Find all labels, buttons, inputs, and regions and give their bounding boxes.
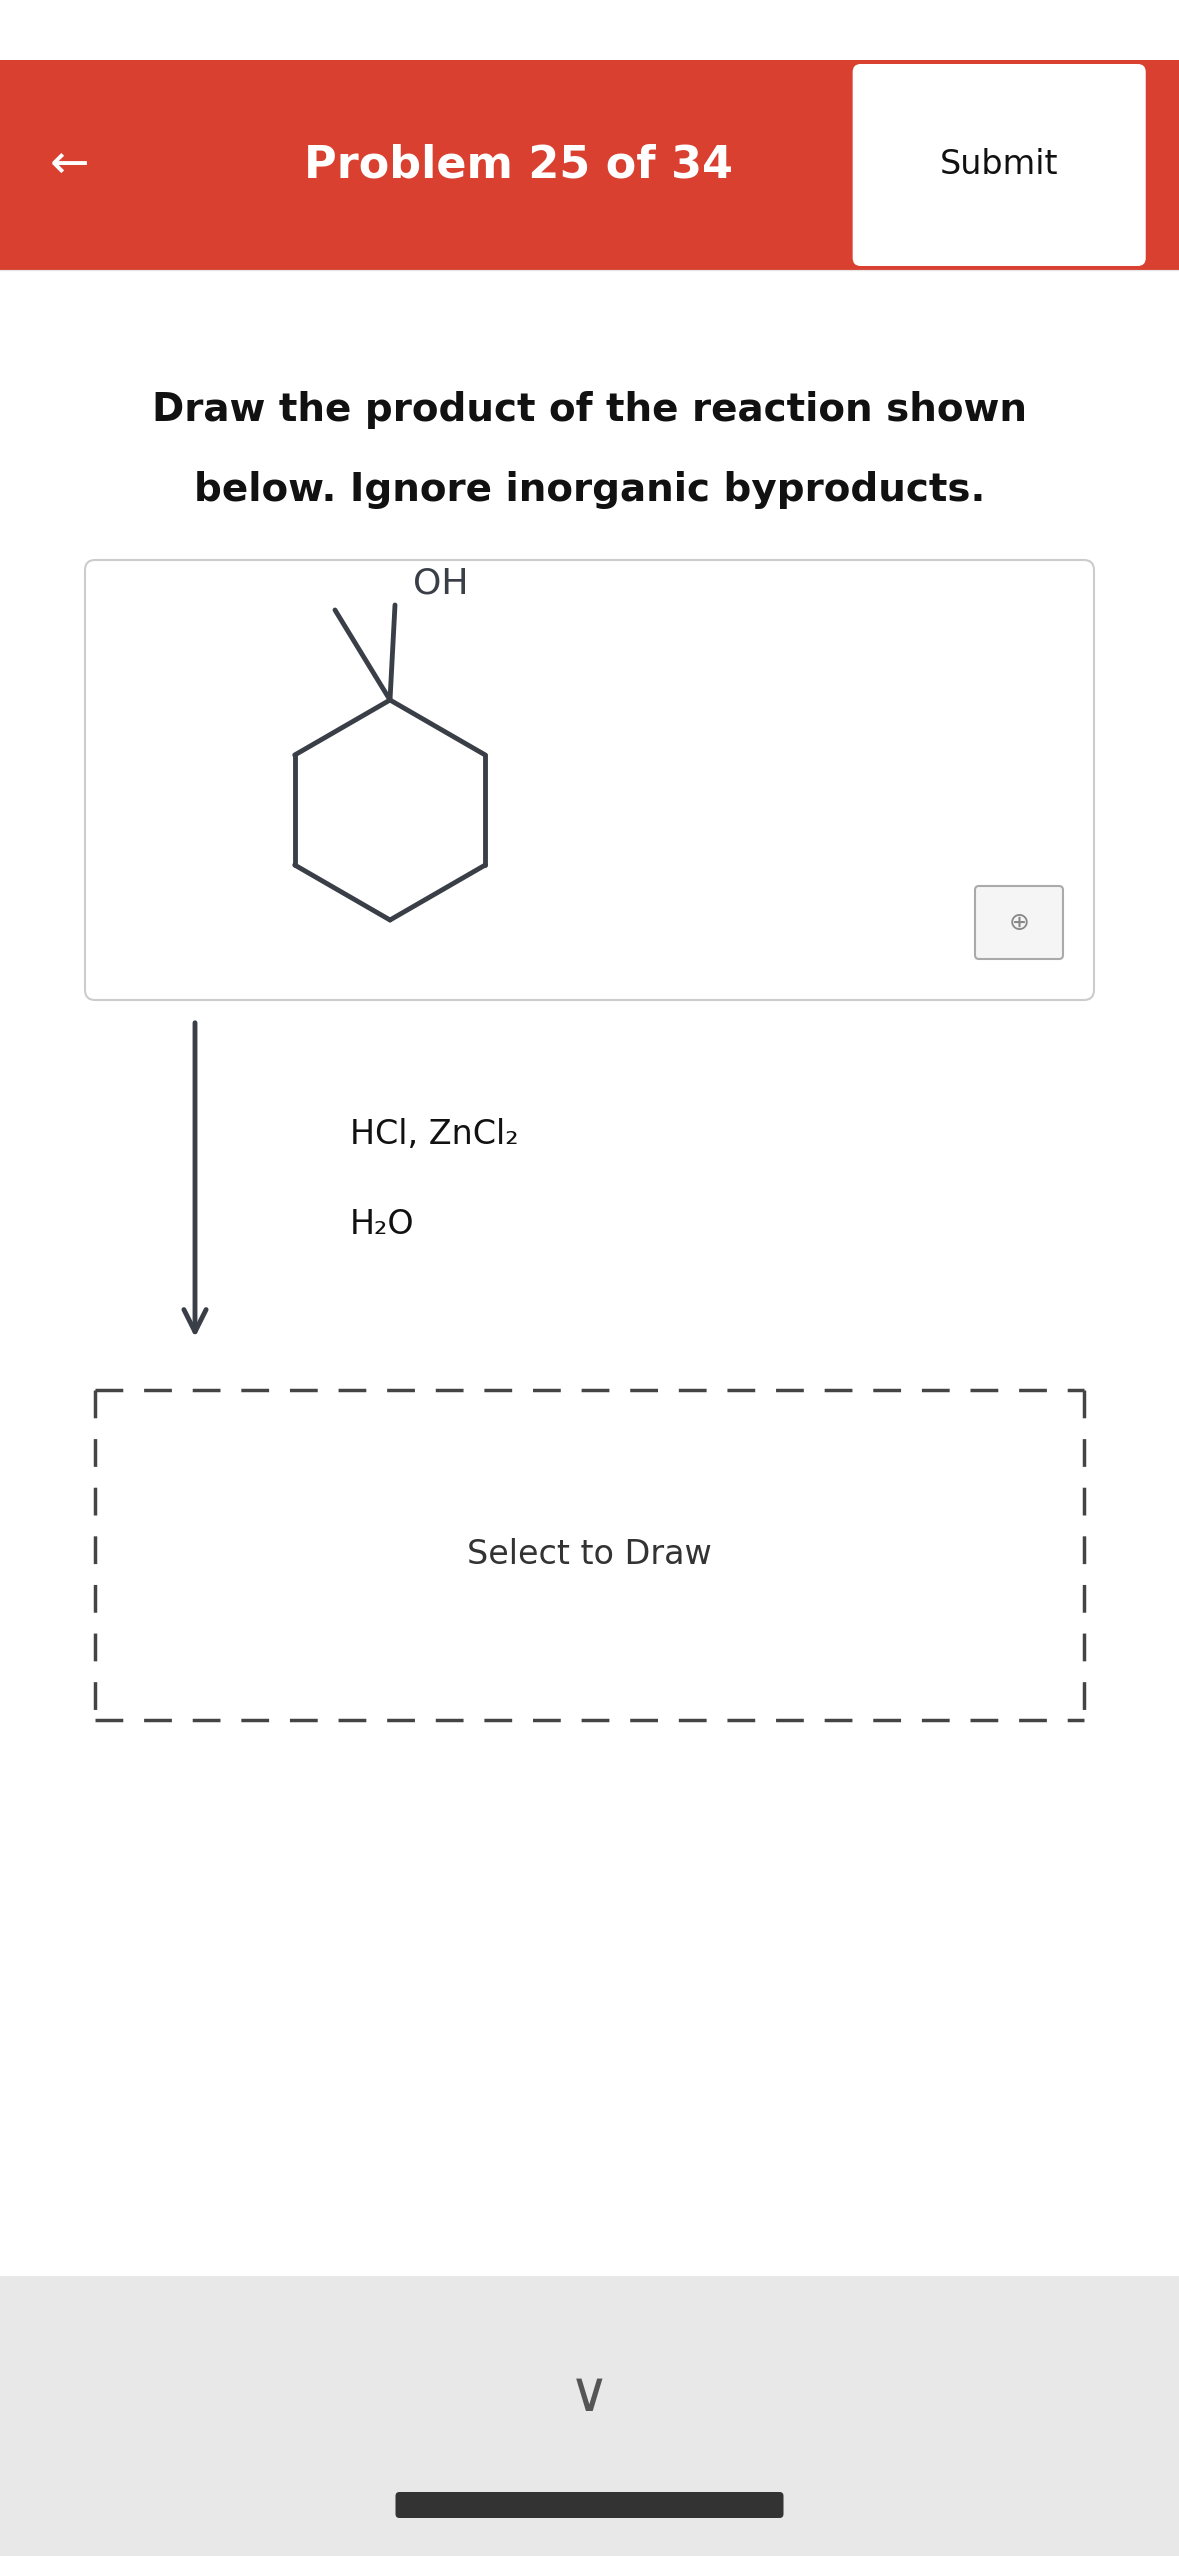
Text: OH: OH bbox=[413, 565, 468, 601]
FancyBboxPatch shape bbox=[85, 560, 1094, 999]
FancyBboxPatch shape bbox=[852, 64, 1146, 266]
Text: Problem 25 of 34: Problem 25 of 34 bbox=[304, 143, 733, 187]
FancyBboxPatch shape bbox=[975, 887, 1063, 958]
Text: ∨: ∨ bbox=[569, 2369, 610, 2423]
Text: ←: ← bbox=[51, 143, 90, 187]
Text: Select to Draw: Select to Draw bbox=[467, 1539, 712, 1572]
FancyBboxPatch shape bbox=[395, 2492, 784, 2518]
Text: Draw the product of the reaction shown: Draw the product of the reaction shown bbox=[152, 391, 1027, 429]
Text: ⊕: ⊕ bbox=[1008, 910, 1029, 935]
FancyBboxPatch shape bbox=[95, 1390, 1084, 1720]
Text: Submit: Submit bbox=[940, 148, 1059, 181]
Bar bbox=[0, 2275, 1179, 2556]
Text: H₂O: H₂O bbox=[350, 1209, 415, 1242]
Bar bbox=[0, 59, 1179, 271]
Text: below. Ignore inorganic byproducts.: below. Ignore inorganic byproducts. bbox=[193, 470, 986, 509]
Text: HCl, ZnCl₂: HCl, ZnCl₂ bbox=[350, 1120, 519, 1153]
